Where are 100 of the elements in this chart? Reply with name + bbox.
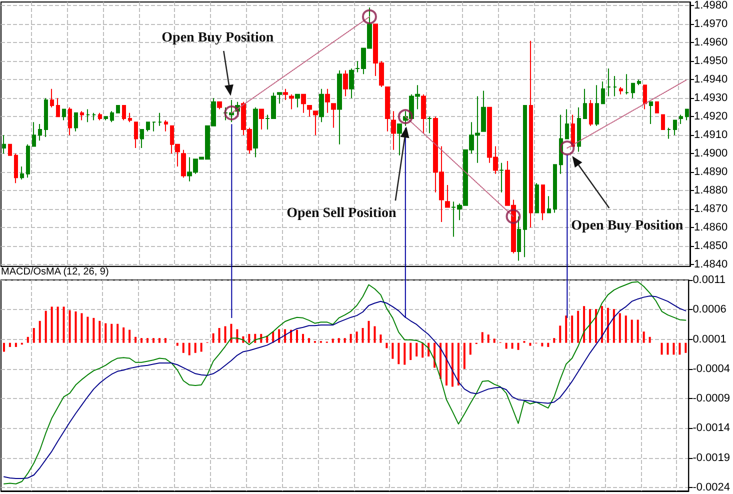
candlestick xyxy=(92,112,96,121)
candlestick xyxy=(667,127,671,140)
bar xyxy=(612,309,615,343)
y-tick-label: 1.4940 xyxy=(694,74,728,86)
candlestick xyxy=(619,86,623,95)
bar xyxy=(392,342,394,359)
y-tick-label: 1.4950 xyxy=(694,55,728,68)
y-tick-label: 1.4870 xyxy=(694,203,728,216)
point xyxy=(362,9,377,24)
candlestick xyxy=(547,196,551,214)
candlestick xyxy=(164,120,168,132)
bar xyxy=(457,342,460,386)
bar xyxy=(398,342,400,364)
bar xyxy=(2,342,5,352)
bar xyxy=(26,336,29,343)
candlestick xyxy=(110,110,114,123)
candlestick xyxy=(56,98,60,118)
candlestick xyxy=(20,166,24,180)
bar xyxy=(152,338,154,343)
candlestick xyxy=(283,88,288,100)
y-tick-label: 1.4890 xyxy=(694,166,728,178)
candlestick xyxy=(391,110,396,150)
bar xyxy=(128,330,131,343)
chart-title: MACD/OsMA (12, 26, 9) xyxy=(1,266,109,278)
candlestick xyxy=(32,122,36,147)
bar xyxy=(553,338,556,343)
bar xyxy=(344,338,346,343)
y-tick-label: 1.4980 xyxy=(694,0,728,12)
point xyxy=(224,105,240,120)
bar xyxy=(158,338,160,343)
bar xyxy=(404,342,406,365)
candlestick xyxy=(565,108,569,140)
y-tick-label: 0.0011 xyxy=(692,274,726,286)
bar xyxy=(577,310,580,343)
bar xyxy=(302,334,304,343)
y-tick-label: 1.4930 xyxy=(694,92,728,104)
bar xyxy=(278,329,280,343)
candlestick xyxy=(643,84,647,110)
candlestick xyxy=(397,124,402,156)
bar xyxy=(410,342,412,360)
candlestick xyxy=(98,112,102,121)
bar xyxy=(481,332,484,343)
candlestick xyxy=(589,99,593,126)
annotation: Open Buy Position xyxy=(162,30,274,46)
bar xyxy=(44,310,47,343)
bar xyxy=(624,316,627,343)
candlestick xyxy=(277,92,282,104)
candlestick xyxy=(523,105,527,258)
bar xyxy=(350,334,352,343)
candlestick xyxy=(685,108,689,121)
bar xyxy=(14,342,17,347)
bar xyxy=(660,342,663,355)
y-tick-label: 1.4970 xyxy=(694,18,728,30)
y-tick-label: 1.4900 xyxy=(694,148,728,160)
candlestick xyxy=(529,40,533,228)
candlestick xyxy=(649,101,653,125)
bar xyxy=(134,336,137,343)
bar xyxy=(463,342,466,369)
candlestick xyxy=(637,79,641,86)
bar xyxy=(630,320,633,343)
y-tick-label: -0.0019 xyxy=(692,452,730,464)
bar xyxy=(8,342,11,347)
bar xyxy=(92,318,95,343)
candlestick xyxy=(80,110,84,121)
bar xyxy=(248,334,250,343)
candlestick xyxy=(679,114,683,125)
bar xyxy=(308,338,310,343)
bar xyxy=(583,306,586,343)
bar xyxy=(505,342,508,349)
candlestick xyxy=(445,184,450,208)
bar xyxy=(164,338,166,343)
candlestick xyxy=(631,82,635,99)
bar xyxy=(618,313,621,343)
bar xyxy=(86,316,89,343)
candlestick xyxy=(613,75,617,97)
bar xyxy=(374,326,376,343)
bar xyxy=(32,328,35,343)
candlestick xyxy=(152,122,156,132)
bar xyxy=(50,306,53,343)
candlestick xyxy=(181,149,186,178)
bar xyxy=(517,342,520,350)
point xyxy=(506,208,521,224)
bar xyxy=(446,342,448,386)
bar xyxy=(451,342,454,387)
y-tick-label: 0.0001 xyxy=(692,333,726,346)
bar xyxy=(600,306,603,343)
y-tick-label: 1.4850 xyxy=(694,240,728,252)
y-tick-label: -0.0014 xyxy=(692,422,730,434)
bar xyxy=(122,327,125,343)
y-tick-label: 1.4880 xyxy=(694,184,728,197)
bar xyxy=(595,309,598,343)
point xyxy=(560,140,575,156)
candlestick xyxy=(313,110,318,136)
y-tick-label: 1.4860 xyxy=(694,222,728,234)
candlestick xyxy=(104,116,108,121)
candlestick xyxy=(655,101,659,114)
point xyxy=(398,109,413,124)
candlestick xyxy=(86,108,90,123)
bar xyxy=(188,342,190,356)
bar xyxy=(493,338,496,343)
